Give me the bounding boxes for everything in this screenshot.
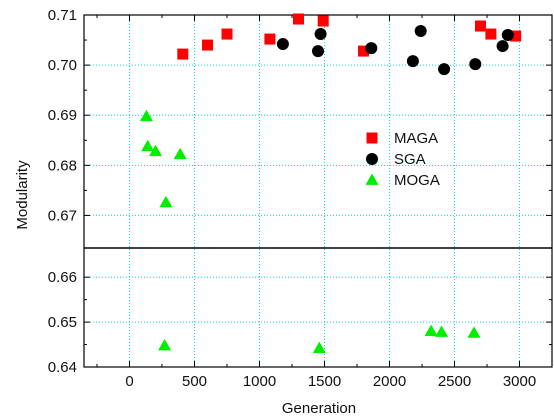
- x-tick-label: 1000: [243, 373, 276, 390]
- maga-point: [264, 33, 276, 45]
- legend-marker-maga: [366, 132, 378, 144]
- sga-point: [276, 38, 289, 51]
- moga-point: [312, 341, 326, 354]
- x-tick-label: 3000: [503, 373, 536, 390]
- legend-label-moga: MOGA: [394, 172, 440, 189]
- y-tick-label: 0.66: [48, 269, 77, 286]
- y-tick-label: 0.71: [48, 7, 77, 24]
- y-tick-label: 0.64: [48, 359, 77, 376]
- x-tick-label: 500: [182, 373, 207, 390]
- x-tick-label: 1500: [308, 373, 341, 390]
- plot-frame: [83, 14, 553, 368]
- moga-point: [173, 147, 187, 160]
- x-tick-label: 2500: [438, 373, 471, 390]
- sga-point: [365, 42, 378, 55]
- legend-label-sga: SGA: [394, 151, 426, 168]
- moga-point: [141, 139, 155, 152]
- legend: MAGA SGA MOGA: [365, 130, 440, 189]
- moga-point: [149, 144, 162, 157]
- maga-point: [221, 28, 233, 40]
- maga-point: [485, 28, 497, 40]
- maga-point: [202, 39, 213, 51]
- x-axis-title: Generation: [282, 400, 356, 417]
- maga-point: [177, 48, 189, 60]
- sga-point: [496, 40, 509, 53]
- grid-lines: [84, 15, 552, 367]
- legend-marker-moga: [365, 173, 379, 185]
- y-tick-label: 0.65: [48, 314, 77, 331]
- legend-marker-sga: [366, 153, 378, 165]
- data-points: [139, 13, 522, 354]
- x-tick-label: 2000: [373, 373, 406, 390]
- sga-point: [406, 55, 419, 68]
- y-tick-label: 0.69: [48, 107, 77, 124]
- sga-point: [314, 28, 327, 41]
- moga-point: [159, 195, 173, 208]
- maga-point: [475, 20, 486, 32]
- plot-border: [83, 14, 553, 368]
- y-tick-label: 0.68: [48, 157, 77, 174]
- x-tick-label: 0: [125, 373, 133, 390]
- moga-point: [424, 324, 438, 336]
- legend-label-maga: MAGA: [394, 130, 438, 147]
- moga-point: [435, 325, 448, 337]
- sga-point: [312, 45, 324, 58]
- y-tick-label: 0.67: [48, 207, 77, 224]
- moga-point: [467, 326, 481, 338]
- y-axis-title: Modularity: [14, 160, 31, 230]
- sga-point: [469, 58, 482, 71]
- sga-point: [414, 25, 427, 38]
- moga-point: [158, 338, 172, 351]
- maga-point: [317, 15, 329, 27]
- maga-point: [293, 13, 304, 25]
- sga-point: [501, 29, 514, 42]
- y-tick-label: 0.70: [48, 57, 77, 74]
- moga-point: [139, 109, 153, 122]
- maga-point: [510, 30, 522, 42]
- sga-point: [438, 63, 451, 76]
- maga-point: [358, 45, 369, 57]
